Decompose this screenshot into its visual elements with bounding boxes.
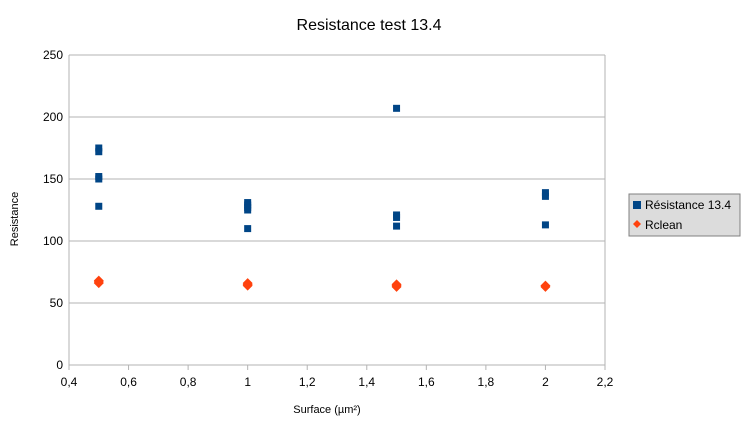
y-tick-label: 200: [43, 110, 63, 124]
rclean-point: [242, 280, 253, 291]
rclean-point: [391, 281, 402, 292]
resistance-point: [541, 189, 549, 197]
resistance-point: [244, 206, 252, 214]
resistance-point: [95, 202, 103, 210]
x-tick-label: 2,2: [597, 375, 614, 389]
legend-marker-resistance: [633, 201, 641, 209]
y-tick-label: 100: [43, 234, 63, 248]
x-tick-label: 0,8: [180, 375, 197, 389]
resistance-point: [541, 192, 549, 200]
grid-lines: [69, 54, 605, 304]
data-points: [93, 104, 551, 292]
x-axis-label: Surface (µm²): [293, 404, 360, 416]
x-tick-label: 0,4: [61, 375, 78, 389]
rclean-point: [93, 278, 104, 289]
y-tick-label: 150: [43, 172, 63, 186]
resistance-point: [393, 222, 401, 230]
legend: Résistance 13.4 Rclean: [628, 193, 741, 237]
x-tick-label: 2: [542, 375, 549, 389]
y-tick-labels: 0 50 100 150 200 250: [43, 48, 63, 372]
x-tick-label: 1: [244, 375, 251, 389]
x-tick-label: 0,6: [120, 375, 137, 389]
resistance-point: [244, 225, 252, 233]
y-tick-label: 50: [50, 296, 64, 310]
y-tick-label: 0: [56, 358, 63, 372]
resistance-point: [393, 104, 401, 112]
y-axis-label: Resistance: [9, 192, 21, 246]
legend-label-resistance: Résistance 13.4: [645, 198, 731, 212]
resistance-point: [393, 213, 401, 221]
chart-title: Resistance test 13.4: [297, 17, 442, 34]
x-tick-label: 1,4: [358, 375, 375, 389]
y-tick-label: 250: [43, 48, 63, 62]
legend-marker-rclean: [633, 220, 641, 228]
resistance-point: [95, 148, 103, 156]
axes: [68, 55, 606, 366]
resistance-point: [541, 221, 549, 229]
resistance-point: [95, 144, 103, 152]
x-tick-label: 1,8: [478, 375, 495, 389]
x-tick-label: 1,2: [299, 375, 316, 389]
legend-label-rclean: Rclean: [645, 218, 682, 232]
resistance-point: [95, 175, 103, 183]
x-tick-labels: 0,4 0,6 0,8 1 1,2 1,4 1,6 1,8 2 2,2: [61, 365, 614, 389]
x-tick-label: 1,6: [418, 375, 435, 389]
legend-box: [628, 193, 741, 237]
rclean-point: [540, 281, 551, 292]
